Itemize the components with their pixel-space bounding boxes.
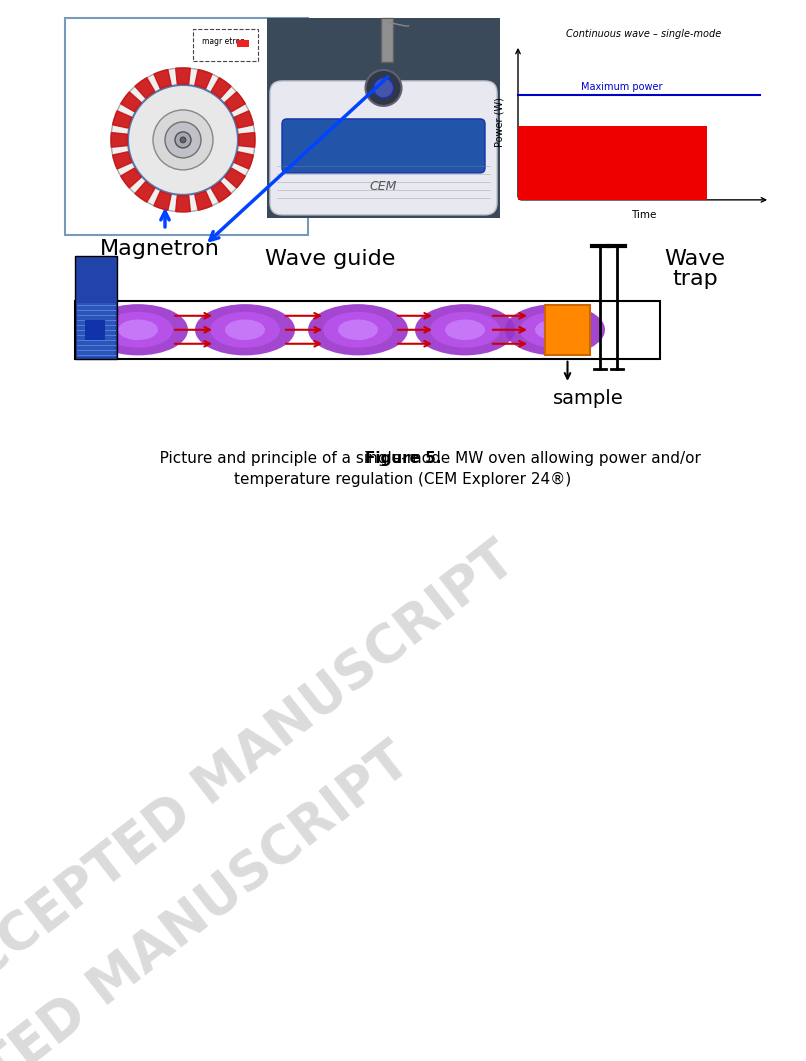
- Text: Magnetron: Magnetron: [100, 239, 220, 259]
- Text: Time: Time: [631, 210, 657, 220]
- Bar: [380, 18, 393, 62]
- Ellipse shape: [118, 319, 158, 340]
- Text: IIIII: IIIII: [181, 74, 186, 77]
- Polygon shape: [113, 152, 132, 169]
- Ellipse shape: [445, 319, 485, 340]
- Polygon shape: [176, 195, 190, 212]
- Text: IIIII: IIIII: [160, 76, 167, 82]
- Text: IIIII: IIIII: [231, 174, 238, 181]
- Ellipse shape: [520, 312, 590, 348]
- Polygon shape: [195, 191, 212, 210]
- Polygon shape: [154, 191, 171, 210]
- Ellipse shape: [505, 305, 605, 355]
- Text: Continuous wave – single-mode: Continuous wave – single-mode: [567, 29, 721, 39]
- Polygon shape: [121, 168, 141, 188]
- Text: Power (W): Power (W): [495, 98, 505, 147]
- Text: temperature regulation (CEM Explorer 24®): temperature regulation (CEM Explorer 24®…: [235, 472, 571, 487]
- Text: IIIII: IIIII: [128, 174, 135, 181]
- Polygon shape: [239, 133, 255, 147]
- Circle shape: [373, 77, 393, 98]
- Bar: [237, 40, 249, 47]
- Ellipse shape: [323, 312, 393, 348]
- Text: Wave: Wave: [664, 249, 725, 268]
- Text: ACCEPTED MANUSCRIPT: ACCEPTED MANUSCRIPT: [0, 533, 526, 1016]
- Text: Figure 5.: Figure 5.: [365, 451, 441, 466]
- Polygon shape: [225, 168, 245, 188]
- Text: IIIII: IIIII: [142, 85, 149, 91]
- Ellipse shape: [338, 319, 378, 340]
- Text: Maximum power: Maximum power: [581, 82, 663, 91]
- Ellipse shape: [195, 305, 295, 355]
- Text: IIIII: IIIII: [199, 76, 206, 82]
- Polygon shape: [195, 70, 212, 89]
- Bar: [85, 319, 105, 340]
- Ellipse shape: [210, 312, 280, 348]
- Text: IIIII: IIIII: [128, 99, 135, 106]
- Ellipse shape: [103, 312, 173, 348]
- Text: IIIII: IIIII: [160, 198, 167, 204]
- Polygon shape: [135, 77, 155, 99]
- Text: IIIII: IIIII: [117, 137, 121, 143]
- Text: IIIII: IIIII: [119, 117, 125, 123]
- Polygon shape: [211, 181, 231, 203]
- Text: Picture and principle of a single-mode MW oven allowing power and/or: Picture and principle of a single-mode M…: [106, 451, 700, 466]
- Text: sample: sample: [552, 388, 623, 407]
- Text: IIIII: IIIII: [142, 189, 149, 195]
- Bar: [77, 302, 115, 356]
- FancyBboxPatch shape: [270, 81, 497, 214]
- Text: IIIII: IIIII: [181, 202, 186, 206]
- Polygon shape: [121, 92, 141, 111]
- Polygon shape: [211, 77, 231, 99]
- FancyBboxPatch shape: [282, 119, 485, 173]
- Polygon shape: [111, 133, 127, 147]
- Ellipse shape: [535, 319, 575, 340]
- Text: IIIII: IIIII: [217, 189, 224, 195]
- Circle shape: [175, 132, 191, 147]
- Text: CEM: CEM: [370, 180, 397, 193]
- Polygon shape: [176, 68, 190, 84]
- Polygon shape: [135, 181, 155, 203]
- Ellipse shape: [430, 312, 500, 348]
- Circle shape: [165, 122, 201, 158]
- Circle shape: [365, 70, 401, 106]
- Bar: [65, 18, 308, 234]
- Text: Required power = real power: Required power = real power: [526, 158, 659, 168]
- FancyBboxPatch shape: [193, 29, 257, 60]
- Bar: [518, 125, 707, 199]
- Text: IIIII: IIIII: [231, 99, 238, 106]
- Polygon shape: [113, 110, 132, 128]
- Polygon shape: [235, 110, 253, 128]
- Ellipse shape: [415, 305, 515, 355]
- Polygon shape: [154, 70, 171, 89]
- Polygon shape: [225, 92, 245, 111]
- Bar: [545, 305, 590, 354]
- Text: Wave guide: Wave guide: [265, 249, 395, 268]
- Text: IIIII: IIIII: [241, 156, 247, 163]
- Ellipse shape: [88, 305, 188, 355]
- Bar: [267, 18, 500, 218]
- Text: IIIII: IIIII: [199, 198, 206, 204]
- Circle shape: [153, 110, 213, 170]
- Circle shape: [180, 137, 186, 143]
- Text: ACCEPTED MANUSCRIPT: ACCEPTED MANUSCRIPT: [0, 734, 421, 1061]
- Text: IIIII: IIIII: [119, 156, 125, 163]
- Circle shape: [111, 68, 255, 212]
- Text: IIIII: IIIII: [217, 85, 224, 91]
- Text: IIIII: IIIII: [241, 117, 247, 123]
- Circle shape: [128, 85, 238, 195]
- Polygon shape: [235, 152, 253, 169]
- Ellipse shape: [225, 319, 265, 340]
- Bar: [75, 256, 117, 359]
- Text: magr etron: magr etron: [202, 37, 244, 47]
- Bar: [75, 301, 660, 359]
- Text: IIIII: IIIII: [245, 137, 249, 143]
- Text: trap: trap: [672, 268, 718, 289]
- Ellipse shape: [308, 305, 408, 355]
